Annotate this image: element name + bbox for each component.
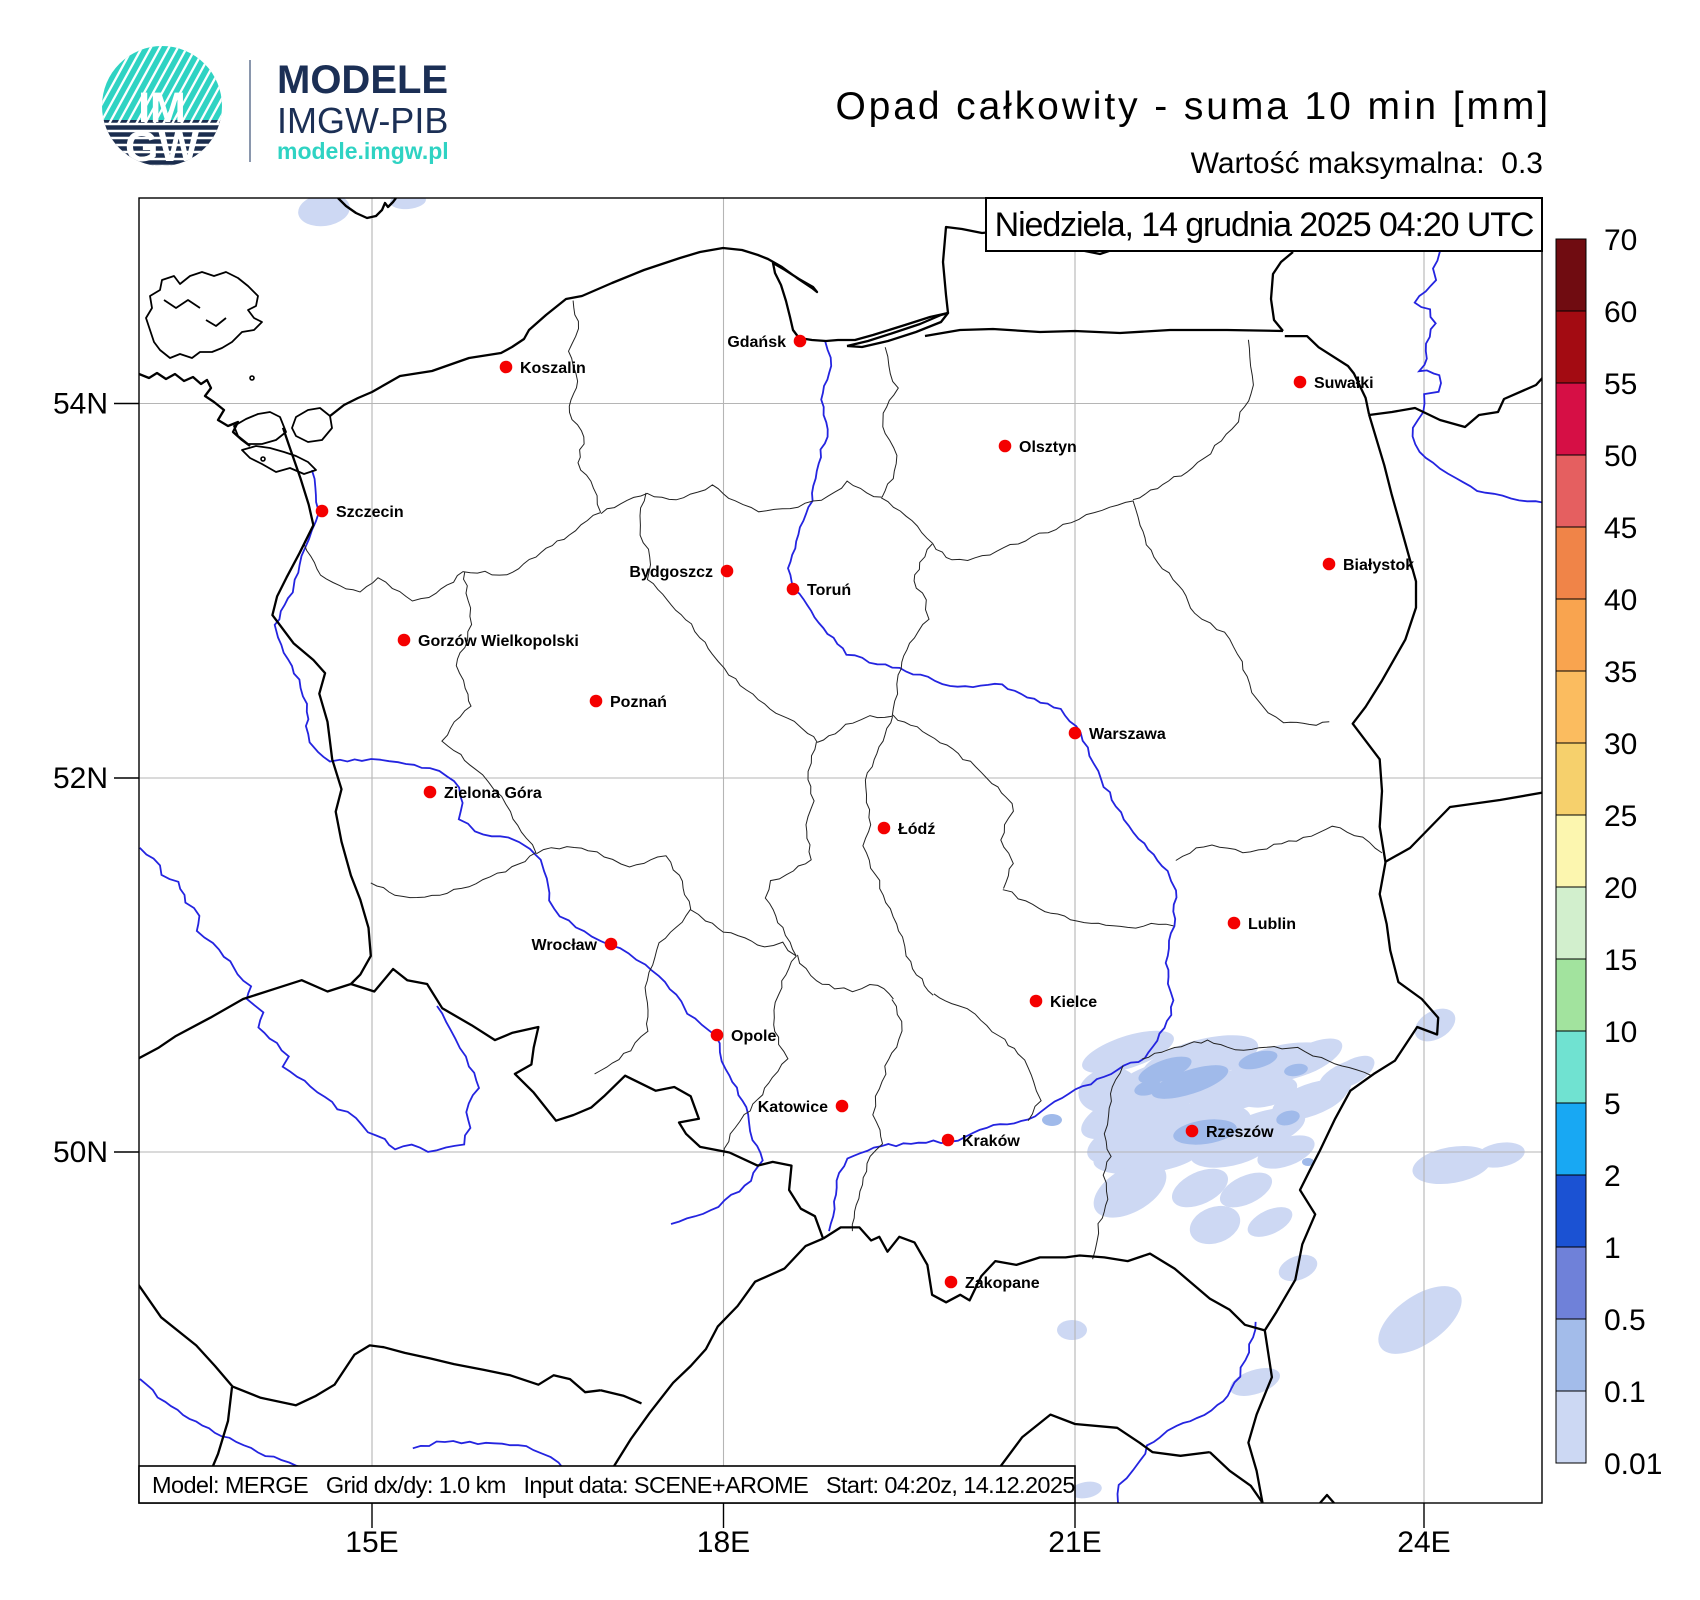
svg-text:60: 60: [1604, 296, 1637, 329]
svg-text:20: 20: [1604, 872, 1637, 905]
svg-text:54N: 54N: [53, 388, 108, 421]
svg-text:modele.imgw.pl: modele.imgw.pl: [277, 138, 449, 164]
svg-text:5: 5: [1604, 1088, 1621, 1121]
svg-text:1: 1: [1604, 1232, 1621, 1265]
svg-text:Warszawa: Warszawa: [1089, 726, 1166, 743]
svg-text:IMGW-PIB: IMGW-PIB: [277, 100, 448, 141]
svg-text:35: 35: [1604, 656, 1637, 689]
svg-text:30: 30: [1604, 728, 1637, 761]
svg-text:Kraków: Kraków: [962, 1133, 1020, 1150]
svg-text:50: 50: [1604, 440, 1637, 473]
svg-text:Olsztyn: Olsztyn: [1019, 439, 1077, 456]
svg-text:55: 55: [1604, 368, 1637, 401]
svg-text:Zielona Góra: Zielona Góra: [444, 785, 542, 802]
svg-text:15E: 15E: [345, 1526, 398, 1559]
svg-text:Kielce: Kielce: [1050, 994, 1097, 1011]
svg-text:Gdańsk: Gdańsk: [727, 334, 786, 351]
svg-text:IM: IM: [138, 84, 186, 132]
svg-text:Łódź: Łódź: [898, 821, 935, 838]
svg-text:Katowice: Katowice: [758, 1099, 828, 1116]
svg-text:70: 70: [1604, 224, 1637, 257]
svg-text:45: 45: [1604, 512, 1637, 545]
svg-text:0.5: 0.5: [1604, 1304, 1646, 1337]
svg-text:21E: 21E: [1048, 1526, 1101, 1559]
svg-text:Opole: Opole: [731, 1028, 776, 1045]
svg-text:Białystok: Białystok: [1343, 557, 1414, 574]
svg-text:Zakopane: Zakopane: [965, 1275, 1040, 1292]
svg-text:Wrocław: Wrocław: [532, 937, 598, 954]
svg-text:0.01: 0.01: [1604, 1448, 1662, 1481]
svg-text:Poznań: Poznań: [610, 694, 667, 711]
svg-text:10: 10: [1604, 1016, 1637, 1049]
svg-text:Niedziela, 14 grudnia 2025 04:: Niedziela, 14 grudnia 2025 04:20 UTC: [995, 206, 1534, 244]
svg-text:52N: 52N: [53, 762, 108, 795]
svg-text:Lublin: Lublin: [1248, 916, 1296, 933]
svg-text:24E: 24E: [1397, 1526, 1450, 1559]
svg-text:18E: 18E: [697, 1526, 750, 1559]
svg-text:MODELE: MODELE: [277, 58, 448, 102]
svg-text:GW: GW: [125, 123, 199, 171]
svg-text:Rzeszów: Rzeszów: [1206, 1124, 1274, 1141]
svg-text:2: 2: [1604, 1160, 1621, 1193]
svg-text:Koszalin: Koszalin: [520, 360, 586, 377]
svg-text:Bydgoszcz: Bydgoszcz: [629, 564, 713, 581]
svg-text:Szczecin: Szczecin: [336, 504, 404, 521]
svg-text:50N: 50N: [53, 1136, 108, 1169]
svg-text:25: 25: [1604, 800, 1637, 833]
svg-text:Toruń: Toruń: [807, 582, 851, 599]
svg-text:15: 15: [1604, 944, 1637, 977]
svg-text:Suwałki: Suwałki: [1314, 375, 1374, 392]
svg-text:Model: MERGE Grid dx/dy: 1.0: Model: MERGE Grid dx/dy: 1.0 km Input da…: [152, 1472, 1075, 1498]
svg-text:Gorzów Wielkopolski: Gorzów Wielkopolski: [418, 633, 579, 650]
svg-text:0.1: 0.1: [1604, 1376, 1646, 1409]
svg-text:40: 40: [1604, 584, 1637, 617]
